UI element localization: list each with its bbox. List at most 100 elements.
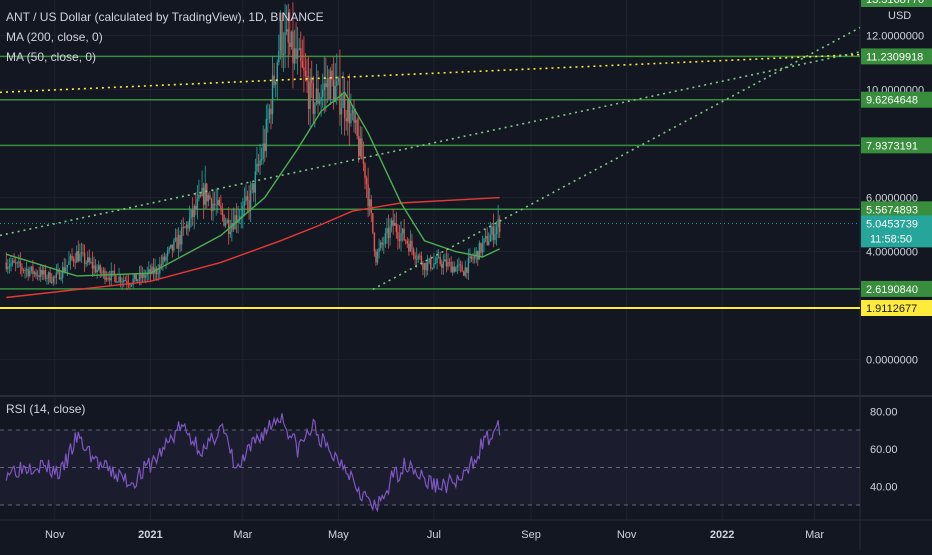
candle-body (348, 99, 351, 124)
candle-body (47, 272, 50, 279)
ma50-legend-text: MA (50, close, 0) (6, 50, 97, 64)
ma200-legend[interactable]: MA (200, close, 0) (6, 30, 103, 44)
candle-body (77, 251, 80, 262)
candle-body (30, 266, 33, 271)
candle-body (489, 234, 492, 242)
candle-body (148, 269, 150, 273)
candle-body (251, 183, 253, 190)
candle-body (240, 216, 242, 218)
candle-body (372, 213, 374, 233)
candle-body (19, 261, 22, 267)
candle-body (166, 250, 169, 257)
candle-body (256, 163, 258, 172)
candle-body (254, 171, 257, 193)
candle-body (168, 247, 170, 251)
candle-body (87, 257, 89, 263)
candle-body (347, 99, 349, 122)
candle-body (408, 243, 410, 252)
candle-body (379, 242, 382, 248)
time-tick-label: Nov (617, 529, 637, 541)
candle-body (238, 216, 241, 220)
candle-body (381, 242, 383, 245)
candle-body (110, 270, 112, 281)
candle-body (11, 260, 14, 264)
candle-body (43, 270, 45, 275)
candle-body (141, 273, 144, 278)
rsi-tick-label: 40.00 (870, 481, 898, 493)
candle-body (232, 223, 235, 230)
candle-body (311, 77, 313, 84)
candle-body (118, 276, 120, 282)
currency-label-text: USD (888, 10, 912, 22)
candle-body (320, 97, 322, 102)
candle-body (196, 198, 199, 210)
candle-body (343, 94, 346, 119)
candle-body (386, 228, 388, 234)
candle-body (312, 83, 314, 114)
candle-body (456, 264, 459, 268)
candle-body (248, 200, 250, 211)
candle-body (80, 252, 83, 254)
candle-body (61, 266, 64, 278)
candle-body (436, 257, 438, 264)
candle-body (285, 29, 288, 32)
symbol-title: ANT / US Dollar (calculated by TradingVi… (6, 10, 324, 24)
candle-body (155, 268, 158, 275)
candle-body (177, 235, 180, 249)
candle-body (475, 250, 477, 255)
candle-body (113, 270, 116, 276)
candle-body (129, 284, 131, 286)
candle-body (245, 196, 247, 202)
rsi-legend[interactable]: RSI (14, close) (6, 402, 85, 416)
candle-body (171, 244, 174, 251)
candle-body (459, 264, 462, 266)
candle-body (57, 270, 59, 273)
candle-body (191, 209, 194, 218)
candle-body (488, 241, 490, 245)
candle-body (184, 227, 186, 229)
candle-body (296, 49, 299, 59)
candle-body (406, 241, 408, 244)
current-price-tag-text: 5.0453739 (866, 218, 918, 230)
candle-body (442, 261, 445, 268)
candle-body (345, 118, 347, 122)
candle-body (494, 233, 496, 240)
candle-body (124, 280, 127, 281)
candle-body (181, 227, 183, 245)
time-tick-label: Mar (233, 529, 252, 541)
time-tick-label: 2022 (710, 529, 734, 541)
candle-body (411, 240, 413, 249)
candle-body (278, 50, 280, 63)
candle-body (336, 80, 338, 86)
candle-body (224, 223, 227, 226)
level-price-tag-text: 9.6264648 (866, 95, 918, 107)
candle-body (21, 266, 23, 270)
candle-body (217, 199, 219, 205)
candle-body (419, 255, 421, 257)
candle-body (387, 228, 390, 239)
candle-body (452, 266, 454, 273)
candle-body (309, 77, 311, 109)
candle-body (307, 81, 310, 109)
level-price-tag (861, 48, 932, 65)
candle-body (492, 226, 495, 240)
candle-body (116, 281, 119, 283)
candle-body (351, 110, 354, 114)
candle-body (304, 70, 307, 76)
ma50-legend[interactable]: MA (50, close, 0) (6, 50, 96, 64)
candle-body (44, 270, 47, 279)
candle-body (213, 203, 216, 205)
candle-body (389, 226, 391, 239)
candle-body (24, 270, 26, 272)
candle-body (426, 262, 429, 271)
candle-body (317, 88, 319, 104)
candle-body (97, 265, 100, 270)
candle-body (63, 266, 65, 272)
candle-body (185, 224, 188, 228)
candle-body (466, 267, 468, 273)
level-price-tag-text: 7.9373191 (866, 140, 918, 152)
candle-body (433, 263, 435, 268)
currency-label: USD (888, 10, 911, 22)
